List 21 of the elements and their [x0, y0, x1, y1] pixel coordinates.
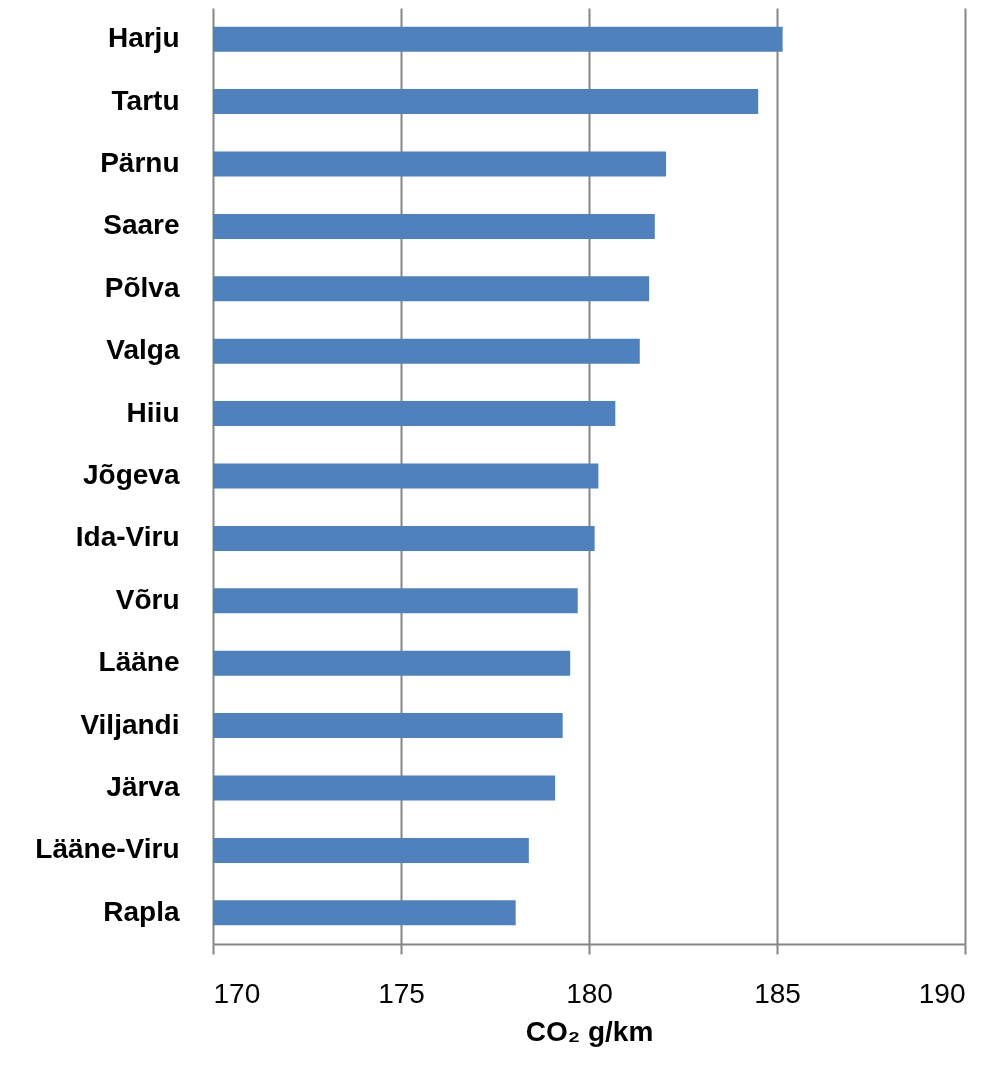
y-tick-label: Harju: [107, 22, 180, 54]
y-tick-label: Jõgeva: [83, 459, 180, 490]
y-tick-label: Saare: [103, 209, 180, 241]
x-tick-label: 190: [918, 977, 966, 1009]
y-tick-label: Ida-Viru: [75, 521, 180, 553]
y-tick-label: Viljandi: [80, 708, 180, 740]
y-tick-label: Hiiu: [126, 396, 180, 428]
y-tick-label: Põlva: [104, 271, 180, 303]
y-tick-label: Järva: [106, 771, 180, 802]
y-tick-label: Võru: [115, 583, 180, 615]
x-tick-label: 175: [378, 977, 425, 1009]
x-tick-label: 170: [213, 977, 261, 1009]
y-tick-label: Valga: [106, 334, 180, 366]
x-axis-title: CO₂ g/km: [525, 1015, 654, 1047]
y-tick-label: Lääne: [98, 646, 180, 678]
y-tick-label: Lääne-Viru: [35, 833, 180, 865]
y-tick-label: Tartu: [111, 84, 180, 116]
x-tick-label: 180: [566, 977, 613, 1009]
x-tick-label: 185: [754, 977, 801, 1009]
y-tick-label: Pärnu: [100, 147, 180, 178]
y-tick-label: Rapla: [103, 895, 180, 927]
